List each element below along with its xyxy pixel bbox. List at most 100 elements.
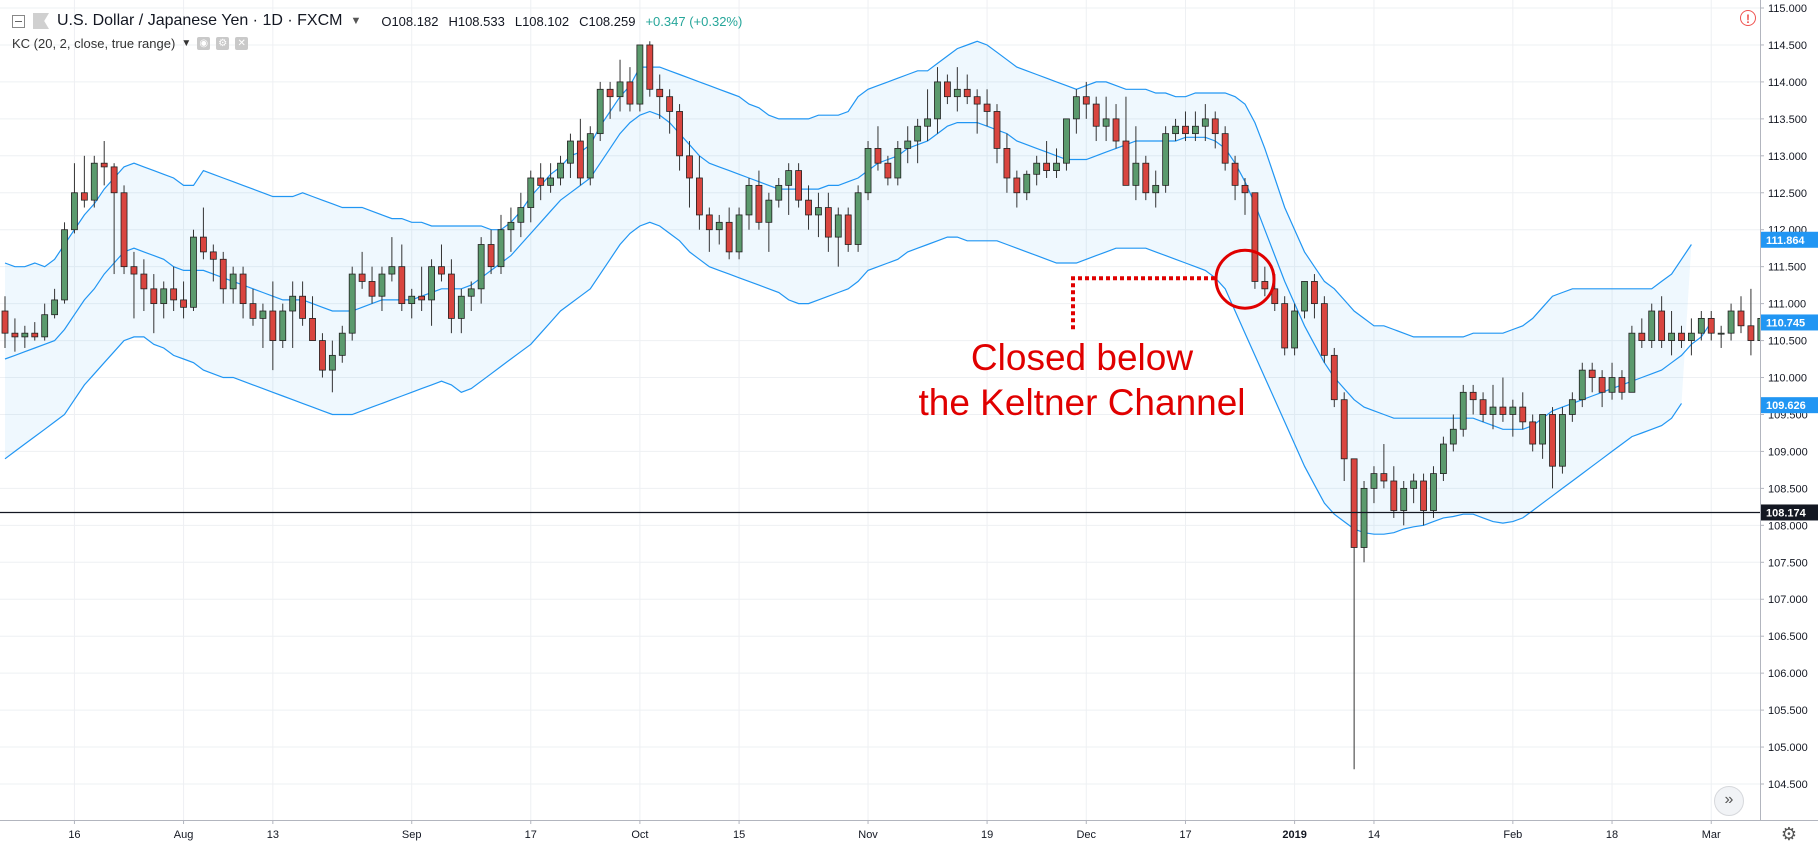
candle-body	[1559, 414, 1566, 467]
y-tick-label: 108.500	[1768, 483, 1808, 495]
candle-body	[1440, 443, 1447, 474]
candle-body	[1003, 148, 1011, 179]
candle	[596, 81, 604, 142]
candle	[467, 281, 475, 312]
candle-body	[1142, 162, 1150, 194]
candle-body	[209, 251, 217, 260]
price-axis[interactable]: 104.500 105.000 105.500 106.000 106.500 107.0…	[1760, 0, 1818, 848]
candle	[1063, 118, 1070, 171]
candle	[864, 141, 872, 201]
candle-body	[61, 229, 68, 301]
candle-body	[1737, 310, 1745, 327]
x-tick-label: Sep	[402, 829, 422, 841]
candle	[815, 192, 822, 238]
close-value: C108.259	[579, 13, 636, 29]
candle-body	[1182, 125, 1189, 135]
candle	[497, 214, 505, 275]
y-tick-label: 112.500	[1768, 188, 1807, 200]
candle-body	[378, 273, 386, 297]
indicator-label[interactable]: KC (20, 2, close, true range)	[12, 36, 176, 51]
collapse-icon[interactable]	[12, 14, 25, 28]
candle-body	[983, 103, 991, 112]
candle-body	[319, 340, 326, 371]
candle	[130, 251, 138, 319]
indicator-legend: KC (20, 2, close, true range) ▼ ◉ ⚙ ✕	[12, 36, 249, 51]
candle-body	[725, 221, 733, 253]
x-tick-label: Oct	[631, 829, 648, 841]
settings-icon[interactable]: ⚙	[216, 37, 230, 50]
candle	[328, 340, 336, 393]
candle	[1003, 133, 1011, 193]
candle	[368, 266, 376, 304]
candle	[795, 163, 802, 208]
candle	[338, 325, 346, 363]
candle	[239, 266, 247, 319]
candle	[606, 81, 614, 119]
candle	[487, 229, 495, 275]
candle	[785, 163, 793, 215]
candle	[1172, 118, 1179, 142]
candle-body	[239, 273, 247, 305]
candle-body	[676, 111, 683, 157]
candle	[834, 207, 842, 267]
keltner-band-fill	[5, 41, 1692, 535]
candle-body	[180, 299, 187, 308]
candle-body	[368, 281, 376, 297]
candle-body	[1658, 310, 1666, 341]
candle	[1420, 473, 1427, 526]
candle-body	[973, 96, 981, 105]
candle-body	[1172, 125, 1179, 135]
candle	[1618, 370, 1626, 400]
visibility-icon[interactable]: ◉	[197, 37, 211, 50]
candle	[457, 288, 465, 334]
ohlc-values: O108.182 H108.533 L108.102 C108.259 +0.3…	[381, 14, 742, 29]
candle	[1608, 362, 1616, 400]
candle-body	[1072, 96, 1080, 120]
warning-icon[interactable]: !	[1740, 10, 1756, 26]
candle-body	[438, 266, 445, 275]
candle-body	[1400, 487, 1408, 511]
candle-body	[1489, 406, 1497, 415]
candle	[894, 141, 902, 186]
candle-body	[1251, 192, 1259, 282]
candle-body	[715, 221, 723, 231]
candle	[229, 266, 237, 304]
y-tick-label: 105.500	[1768, 705, 1808, 717]
candle	[953, 67, 961, 112]
candle-body	[1410, 480, 1418, 489]
candle-body	[328, 354, 336, 371]
candle	[1747, 288, 1755, 356]
x-tick-label: 13	[267, 829, 279, 841]
candle-body	[1697, 317, 1705, 334]
x-tick-label: 18	[1606, 829, 1618, 841]
candle	[1360, 480, 1368, 563]
candle	[874, 126, 882, 171]
candle-body	[269, 310, 277, 341]
candle	[1697, 311, 1705, 341]
chevron-down-icon[interactable]: ▼	[350, 15, 362, 27]
candle	[1043, 141, 1050, 178]
candle-body	[1390, 480, 1398, 511]
candle-body	[1618, 377, 1626, 393]
candle-body	[1578, 369, 1586, 401]
candle-body	[1479, 399, 1487, 415]
close-icon[interactable]: ✕	[235, 37, 249, 50]
chevron-down-icon[interactable]: ▼	[181, 38, 192, 49]
candle-body	[80, 192, 88, 201]
gear-icon[interactable]: ⚙	[1780, 824, 1798, 844]
candle-body	[388, 266, 396, 275]
time-axis[interactable]: 16 Aug 13 Sep 17 Oct 15 Nov 19 Dec 17 2019 14 Feb 18 Ma…	[0, 820, 1818, 848]
candle	[507, 207, 515, 252]
scroll-to-realtime-button[interactable]: »	[1714, 786, 1744, 816]
y-tick-label: 115.000	[1768, 3, 1807, 15]
candle	[1568, 392, 1576, 422]
candle	[1251, 192, 1259, 289]
candle	[388, 237, 396, 282]
candle	[100, 141, 108, 186]
candle-body	[130, 266, 138, 275]
candle	[854, 185, 862, 252]
symbol-title[interactable]: U.S. Dollar / Japanese Yen · 1D · FXCM	[57, 12, 343, 29]
candle-body	[795, 170, 802, 201]
candle	[1192, 111, 1199, 142]
